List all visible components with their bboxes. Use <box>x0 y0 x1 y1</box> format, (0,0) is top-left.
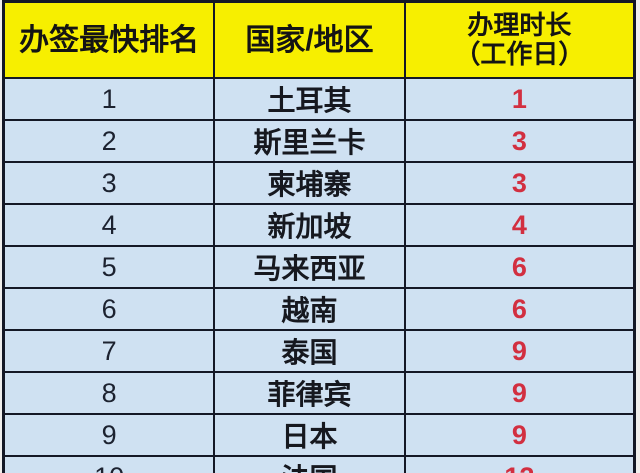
days-cell: 3 <box>403 161 636 205</box>
table-row: 4 新加坡 4 <box>2 203 636 247</box>
table-row: 3 柬埔寨 3 <box>2 161 636 205</box>
table-header-row: 办签最快排名 国家/地区 办理时长 （工作日） <box>2 0 636 79</box>
rank-cell: 7 <box>2 329 216 373</box>
header-cell-rank: 办签最快排名 <box>2 0 216 79</box>
header-duration-line1: 办理时长 <box>467 10 572 41</box>
table-row: 6 越南 6 <box>2 287 636 331</box>
country-cell: 土耳其 <box>213 77 406 121</box>
rank-cell: 6 <box>2 287 216 331</box>
rank-cell: 1 <box>2 77 216 121</box>
table-row: 1 土耳其 1 <box>2 77 636 121</box>
country-cell: 柬埔寨 <box>213 161 406 205</box>
table-row: 10 法国 12 <box>2 455 636 473</box>
days-cell: 1 <box>403 77 636 121</box>
country-cell: 泰国 <box>213 329 406 373</box>
country-cell: 新加坡 <box>213 203 406 247</box>
days-cell: 9 <box>403 413 636 457</box>
table-row: 5 马来西亚 6 <box>2 245 636 289</box>
header-cell-duration: 办理时长 （工作日） <box>403 0 636 79</box>
rank-cell: 8 <box>2 371 216 415</box>
header-duration-line2: （工作日） <box>454 39 585 69</box>
country-cell: 马来西亚 <box>213 245 406 289</box>
rank-cell: 3 <box>2 161 216 205</box>
table-row: 8 菲律宾 9 <box>2 371 636 415</box>
rank-cell: 10 <box>2 455 216 473</box>
table-row: 2 斯里兰卡 3 <box>2 119 636 163</box>
days-cell: 6 <box>403 245 636 289</box>
country-cell: 法国 <box>213 455 406 473</box>
country-cell: 越南 <box>213 287 406 331</box>
country-cell: 日本 <box>213 413 406 457</box>
days-cell: 12 <box>403 455 636 473</box>
rank-cell: 2 <box>2 119 216 163</box>
header-cell-country: 国家/地区 <box>213 0 406 79</box>
table-row: 9 日本 9 <box>2 413 636 457</box>
country-cell: 斯里兰卡 <box>213 119 406 163</box>
country-cell: 菲律宾 <box>213 371 406 415</box>
days-cell: 4 <box>403 203 636 247</box>
table-row: 7 泰国 9 <box>2 329 636 373</box>
days-cell: 3 <box>403 119 636 163</box>
days-cell: 9 <box>403 371 636 415</box>
days-cell: 9 <box>403 329 636 373</box>
days-cell: 6 <box>403 287 636 331</box>
rank-cell: 4 <box>2 203 216 247</box>
rank-cell: 5 <box>2 245 216 289</box>
rank-cell: 9 <box>2 413 216 457</box>
